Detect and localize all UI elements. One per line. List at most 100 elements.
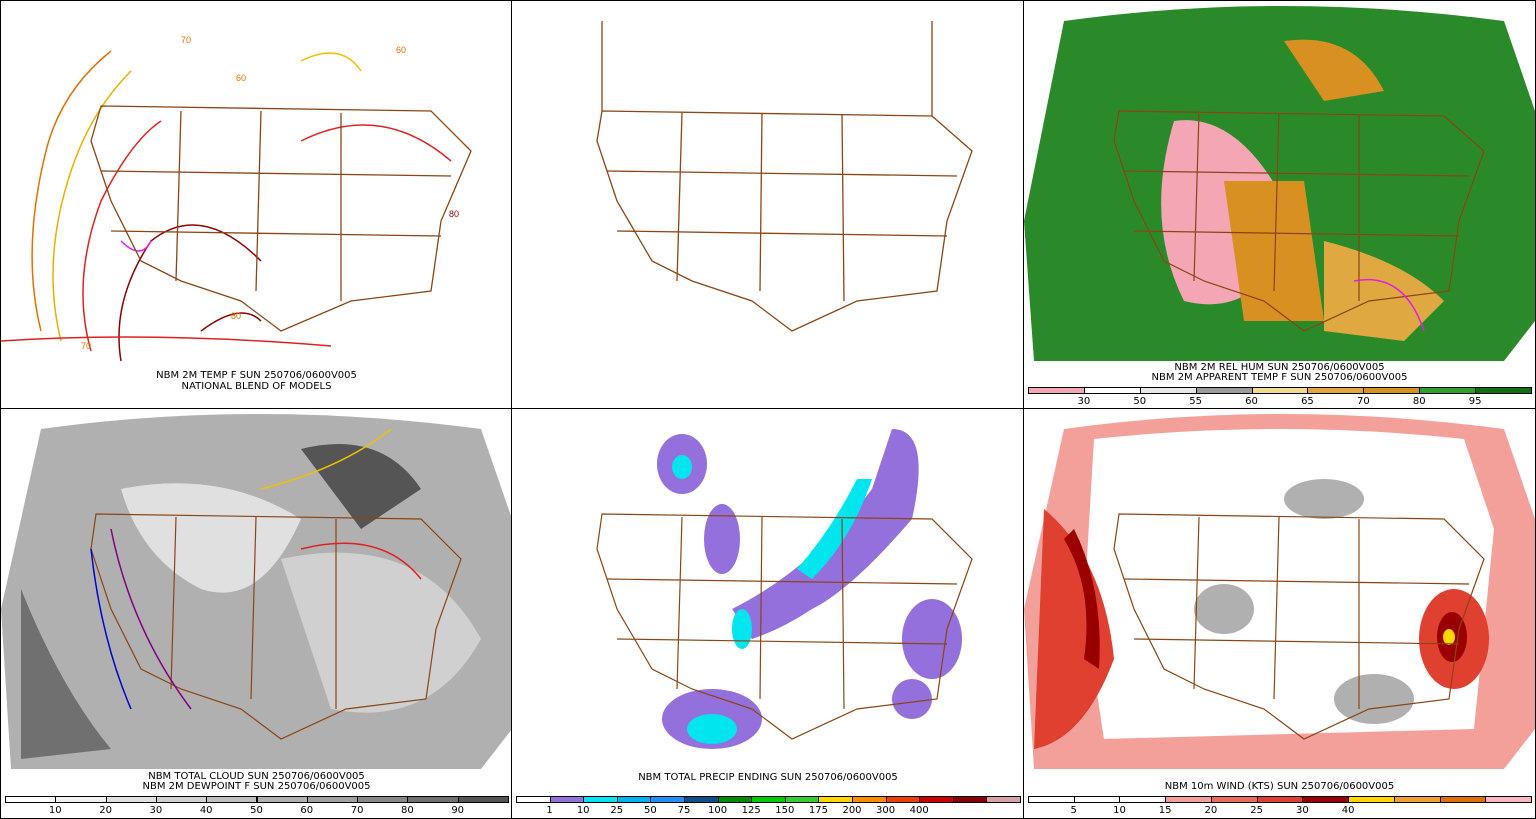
colorbar-swatch: [206, 796, 258, 803]
colorbar-swatch: [55, 796, 107, 803]
colorbar-swatch: [885, 796, 921, 803]
panel-caption-line-1: NBM 2M REL HUM SUN 250706/0600V005: [1174, 362, 1385, 373]
colorbar-swatch: [1363, 387, 1421, 394]
colorbar-label: 30: [149, 805, 163, 816]
wind-map: [1024, 414, 1535, 769]
colorbar-label: 40: [1341, 805, 1355, 816]
colorbar-swatch: [5, 796, 57, 803]
colorbar-swatch: [1256, 796, 1304, 803]
colorbar-label: 10: [1113, 805, 1126, 816]
colorbar-label: 70: [350, 805, 364, 816]
colorbar-label: 25: [610, 805, 624, 816]
colorbar-label: 40: [199, 805, 213, 816]
colorbar-swatch: [1307, 387, 1365, 394]
panel-temperature: 70 60 60 70 80 80 NBM 2M TEMP F SUN 250706/0…: [0, 0, 513, 410]
colorbar-swatch: [583, 796, 618, 803]
colorbar-swatch: [516, 796, 551, 803]
panel-basemap: [511, 0, 1025, 410]
colorbar-swatch: [549, 796, 585, 803]
colorbar-label: 65: [1301, 396, 1314, 407]
svg-text:70: 70: [181, 35, 191, 45]
svg-text:70: 70: [81, 341, 91, 351]
colorbar-label: 95: [1468, 396, 1482, 407]
colorbar-label: 50: [1133, 396, 1147, 407]
colorbar-swatch: [256, 796, 308, 803]
panel-caption-line-2: NBM 2M DEWPOINT F SUN 250706/0600V005: [142, 781, 371, 792]
colorbar-swatch: [1119, 796, 1167, 803]
colorbar-swatch: [1083, 387, 1141, 394]
colorbar-swatch: [852, 796, 887, 803]
colorbar-label: 70: [1356, 396, 1370, 407]
colorbar-label: 125: [741, 805, 761, 816]
colorbar-swatch: [616, 796, 652, 803]
svg-text:60: 60: [236, 73, 246, 83]
colorbar-swatch: [357, 796, 409, 803]
panel-caption-line-2: NBM 2M APPARENT TEMP F SUN 250706/0600V0…: [1151, 372, 1408, 383]
temperature-map: 70 60 60 70 80 80: [1, 35, 472, 362]
colorbar-label: 300: [876, 805, 896, 816]
colorbar-swatch: [986, 796, 1021, 803]
colorbar-label: 200: [842, 805, 862, 816]
colorbar-swatch: [1302, 796, 1350, 803]
colorbar-label: 75: [677, 805, 691, 816]
colorbar-swatch: [1393, 796, 1441, 803]
colorbar-swatch: [306, 796, 359, 803]
colorbar-swatch: [1028, 387, 1085, 394]
colorbar-swatch: [1439, 796, 1487, 803]
colorbar-label: 80: [1412, 396, 1426, 407]
colorbar-label: 20: [99, 805, 112, 816]
colorbar-label: 30: [1295, 805, 1309, 816]
colorbar-swatch: [784, 796, 820, 803]
colorbar-swatch: [650, 796, 685, 803]
basemap-map: [596, 21, 973, 332]
panel-caption-line-1: NBM TOTAL CLOUD SUN 250706/0600V005: [148, 771, 365, 782]
colorbar-swatch: [1348, 796, 1395, 803]
panel-wind: NBM 10m WIND (KTS) SUN 250706/0600V005 5…: [1023, 408, 1536, 819]
colorbar-label: 50: [644, 805, 657, 816]
colorbar-swatch: [1485, 796, 1532, 803]
colorbar-label: 90: [451, 805, 465, 816]
colorbar-label: 30: [1077, 396, 1091, 407]
panel-caption-line-1: NBM 10m WIND (KTS) SUN 250706/0600V005: [1164, 781, 1395, 792]
panel-cloud-cover: NBM TOTAL CLOUD SUN 250706/0600V005 NBM …: [0, 408, 513, 819]
svg-text:80: 80: [231, 311, 241, 321]
colorbar-swatch: [457, 796, 509, 803]
colorbar-label: 175: [808, 805, 828, 816]
colorbar-swatch: [407, 796, 459, 803]
colorbar-label: 20: [1204, 805, 1218, 816]
colorbar-label: 150: [775, 805, 795, 816]
panel-caption-line-1: NBM 2M TEMP F SUN 250706/0600V005: [156, 370, 357, 381]
colorbar-label: 15: [1158, 805, 1172, 816]
cloud-cover-map: [1, 414, 512, 769]
panel-relative-humidity: NBM 2M REL HUM SUN 250706/0600V005 NBM 2…: [1023, 0, 1536, 410]
colorbar-swatch: [1028, 796, 1075, 803]
colorbar-swatch: [818, 796, 853, 803]
svg-text:60: 60: [396, 45, 406, 55]
colorbar-swatch: [1165, 796, 1212, 803]
panel-precipitation: NBM TOTAL PRECIP ENDING SUN 250706/0600V…: [511, 408, 1025, 819]
colorbar-swatch: [919, 796, 954, 803]
colorbar-label: 50: [250, 805, 263, 816]
colorbar-swatch: [751, 796, 786, 803]
colorbar-label: 5: [1070, 805, 1077, 816]
colorbar-swatch: [952, 796, 988, 803]
colorbar-swatch: [717, 796, 753, 803]
colorbar-label: 80: [401, 805, 414, 816]
colorbar-label: 25: [1250, 805, 1263, 816]
colorbar-label: 10: [576, 805, 590, 816]
colorbar-label: 400: [909, 805, 929, 816]
colorbar-swatch: [1139, 387, 1197, 394]
colorbar-swatch: [105, 796, 157, 803]
colorbar-swatch: [155, 796, 208, 803]
colorbar-swatch: [1073, 796, 1121, 803]
svg-text:80: 80: [449, 209, 459, 219]
colorbar-label: 1: [546, 805, 553, 816]
colorbar-label: 60: [300, 805, 314, 816]
colorbar-swatch: [1419, 387, 1477, 394]
colorbar-label: 55: [1189, 396, 1203, 407]
colorbar-label: 100: [708, 805, 728, 816]
colorbar-swatch: [1251, 387, 1309, 394]
colorbar-swatch: [684, 796, 719, 803]
precipitation-map: [596, 429, 973, 749]
